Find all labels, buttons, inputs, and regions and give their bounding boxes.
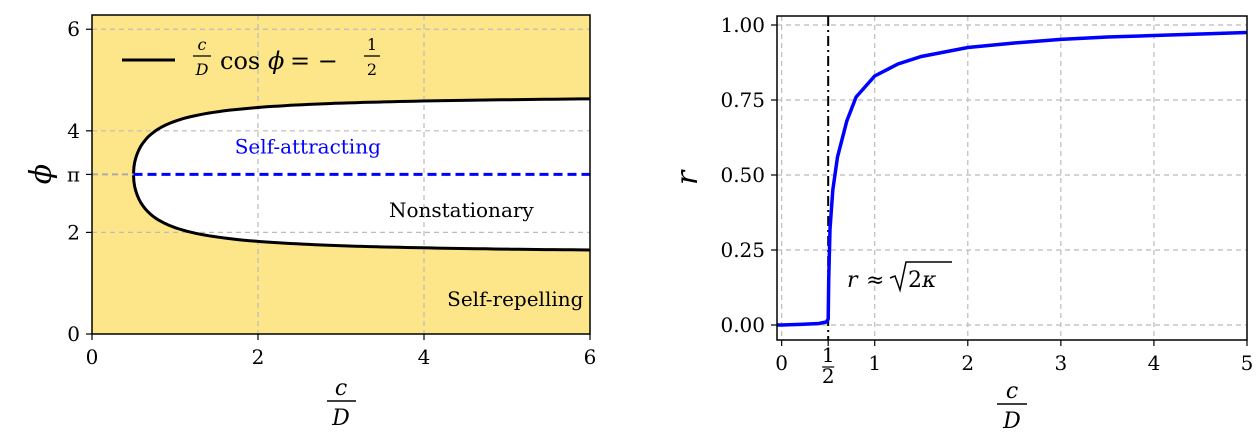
left-ticks: 0 2 4 6 0 2 4 6 π	[67, 17, 597, 369]
legend-2: 2	[367, 60, 377, 79]
right-grid	[777, 16, 1247, 340]
right-order-parameter-plot: 0 121 2 3 4 50.000.250.500.751.00 r ≈ 2 κ r c…	[670, 13, 1253, 434]
annotation-self-attracting: Self-attracting	[235, 135, 381, 159]
legend-D: D	[195, 60, 209, 79]
ann-kappa: κ	[921, 268, 937, 293]
right-plot-background	[777, 16, 1247, 340]
left-x-label-num: c	[335, 376, 347, 401]
y-tick-label: 0	[67, 322, 80, 346]
x-tick-label: 4	[418, 345, 431, 369]
right-ticks: 0 121 2 3 4 50.000.250.500.751.00	[720, 13, 1253, 388]
ann-2: 2	[908, 268, 922, 293]
pi-tick-label: π	[67, 162, 80, 186]
legend-cos: cos	[220, 47, 260, 75]
y-tick-label: 6	[67, 17, 80, 41]
x-tick-label: 3	[1054, 351, 1067, 375]
x-tick-label-num: 1	[822, 343, 835, 367]
legend: c D cos ϕ = − 1 2	[122, 35, 380, 79]
x-tick-label: 2	[252, 345, 265, 369]
x-tick-label: 5	[1241, 351, 1254, 375]
y-tick-label: 2	[67, 220, 80, 244]
y-tick-label: 1.00	[720, 13, 765, 37]
legend-1: 1	[367, 35, 377, 54]
annotation-nonstationary: Nonstationary	[389, 198, 534, 222]
right-x-label-num: c	[1006, 379, 1018, 404]
right-y-axis-label: r	[670, 169, 705, 185]
ann-sqrt-sign	[889, 261, 952, 293]
legend-phi: ϕ	[268, 47, 284, 75]
r-curve	[777, 30, 1247, 327]
x-tick-label: 6	[584, 345, 597, 369]
y-tick-label: 0.00	[720, 313, 765, 337]
x-tick-label: 0	[775, 351, 788, 375]
y-tick-label: 0.25	[720, 238, 765, 262]
left-grid	[92, 15, 590, 334]
legend-c: c	[198, 35, 207, 54]
ann-approx: ≈	[866, 268, 884, 293]
x-tick-label-den: 2	[822, 364, 835, 388]
left-x-label-den: D	[331, 406, 350, 431]
y-tick-label: 0.50	[720, 163, 765, 187]
x-tick-label: 4	[1148, 351, 1161, 375]
right-axes-frame	[776, 15, 1248, 341]
legend-eq: = −	[290, 47, 338, 75]
y-tick-label: 0.75	[720, 88, 765, 112]
annotation-r-approx: r ≈ 2 κ	[847, 261, 952, 293]
x-tick-label: 2	[961, 351, 974, 375]
ann-r: r	[847, 268, 859, 293]
right-x-label-den: D	[1002, 409, 1021, 434]
x-tick-label: 1	[868, 351, 881, 375]
annotation-self-repelling: Self-repelling	[447, 287, 583, 311]
y-tick-label: 4	[67, 119, 80, 143]
left-y-axis-label: ϕ	[24, 164, 59, 184]
x-tick-label: 0	[86, 345, 99, 369]
